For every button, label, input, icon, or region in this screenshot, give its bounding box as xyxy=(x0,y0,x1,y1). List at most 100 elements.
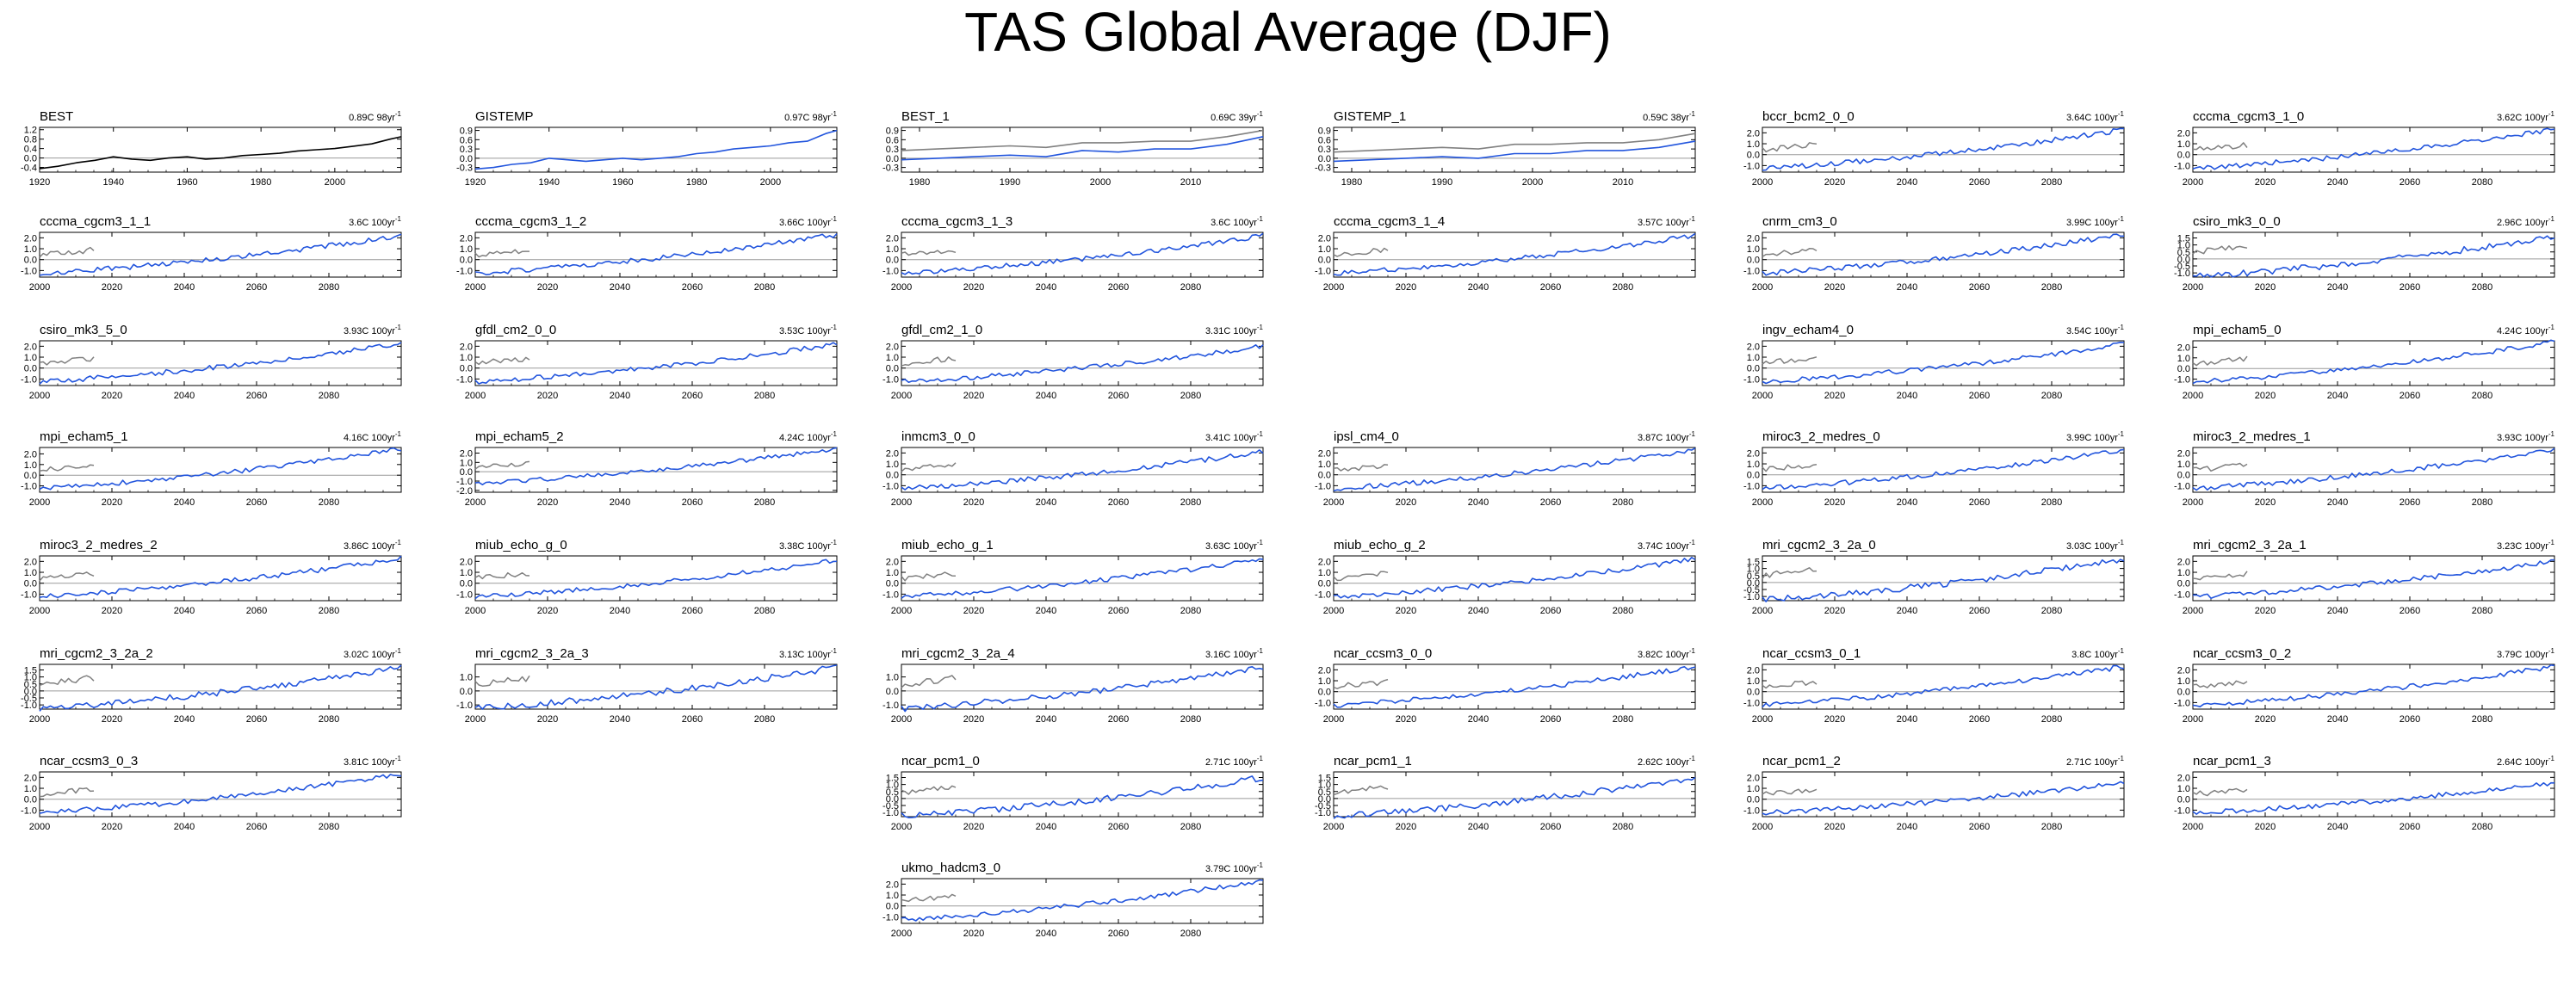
reference-series-line xyxy=(2192,787,2248,797)
panel-title: ipsl_cm4_0 xyxy=(1334,429,1399,444)
trend-value: 3.62C 100yr xyxy=(2497,113,2548,123)
x-tick-label: 2060 xyxy=(246,391,267,401)
x-tick-label: 2000 xyxy=(29,497,50,508)
x-tick-label: 1960 xyxy=(612,177,633,188)
y-tick-label: 1.0 xyxy=(24,784,37,794)
x-tick-label: 2000 xyxy=(29,282,50,293)
trend-label: 3.54C 100yr-1 xyxy=(2066,324,2125,336)
x-tick-label: 2020 xyxy=(2255,177,2276,188)
x-tick-label: 2080 xyxy=(2041,177,2062,188)
x-tick-label: 2020 xyxy=(1824,606,1845,616)
model-series-line xyxy=(1762,559,2125,602)
y-tick-label: 0.0 xyxy=(1747,256,1760,266)
chart-panel: ukmo_hadcm3_0 3.79C 100yr-1 2.0 1.0 0.0 -1.0 2… xyxy=(882,860,1294,960)
y-tick-label: 2.0 xyxy=(1747,128,1760,139)
x-tick-label: 2080 xyxy=(2472,282,2492,293)
y-tick-label: 0.0 xyxy=(24,364,37,374)
chart-panel: BEST 0.89C 98yr-1 1.2 0.8 0.4 0.0 -0.4 1920 1940… xyxy=(21,108,432,208)
chart-svg: cccma_cgcm3_1_3 3.6C 100yr-1 2.01.00.0-1.0… xyxy=(882,214,1264,293)
chart-panel: miub_echo_g_0 3.38C 100yr-1 2.0 1.0 0.0 -1.0 2… xyxy=(456,537,868,637)
trend-value: 2.96C 100yr xyxy=(2497,218,2548,228)
panel-title: mri_cgcm2_3_2a_4 xyxy=(901,646,1015,661)
trend-exponent: -1 xyxy=(2548,539,2555,546)
trend-exponent: -1 xyxy=(395,647,402,655)
x-tick-label: 2020 xyxy=(102,497,122,508)
panel-title: miub_echo_g_1 xyxy=(901,538,994,552)
x-tick-label: 2020 xyxy=(963,714,984,725)
x-tick-label: 2020 xyxy=(537,391,558,401)
reference-series-line xyxy=(39,464,95,472)
x-tick-label: 1980 xyxy=(686,177,707,188)
trend-exponent: -1 xyxy=(2118,215,2125,223)
plot-frame xyxy=(474,663,838,710)
trend-label: 4.24C 100yr-1 xyxy=(779,430,838,443)
chart-svg: BEST_1 0.69C 39yr-1 0.90.60.30.0-0.3 1980 19… xyxy=(882,109,1264,188)
y-tick-label: -1.0 xyxy=(1743,266,1760,276)
model-series-line xyxy=(1333,665,1696,708)
trend-exponent: -1 xyxy=(1257,539,1264,546)
x-tick-label: 2020 xyxy=(2255,497,2276,508)
x-tick-label: 2060 xyxy=(1969,177,1990,188)
trend-value: 3.6C 100yr xyxy=(1211,218,1257,228)
panel-title: GISTEMP_1 xyxy=(1334,109,1406,124)
x-tick-label: 2020 xyxy=(2255,391,2276,401)
chart-svg: ncar_pcm1_2 2.71C 100yr-1 2.01.00.0-1.0 200… xyxy=(1743,754,2125,832)
y-tick-label: -1.0 xyxy=(1315,808,1331,818)
chart-panel: inmcm3_0_0 3.41C 100yr-1 2.0 1.0 0.0 -1.0 2000… xyxy=(882,429,1294,528)
y-tick-label: 1.0 xyxy=(2177,460,2190,470)
model-series-line xyxy=(1333,447,1696,492)
panel-title: miroc3_2_medres_0 xyxy=(1762,429,1880,444)
y-tick-label: 1.0 xyxy=(2177,676,2190,687)
trend-value: 2.71C 100yr xyxy=(2066,757,2118,768)
y-tick-label: 0.0 xyxy=(1318,256,1331,266)
x-tick-label: 2000 xyxy=(1323,822,1344,832)
x-tick-label: 2060 xyxy=(682,606,703,616)
reference-series-line xyxy=(2192,142,2248,151)
trend-label: 3.93C 100yr-1 xyxy=(2497,430,2555,443)
y-tick-label: 1.0 xyxy=(1318,244,1331,255)
x-tick-label: 2020 xyxy=(2255,282,2276,293)
x-tick-label: 2000 xyxy=(1752,282,1773,293)
model-series-line xyxy=(901,232,1264,275)
trend-value: 3.74C 100yr xyxy=(1638,541,1689,552)
x-tick-label: 2000 xyxy=(1752,606,1773,616)
model-series-line xyxy=(1762,664,2125,708)
y-tick-label: 1.0 xyxy=(1747,784,1760,794)
trend-exponent: -1 xyxy=(395,215,402,223)
x-tick-label: 2040 xyxy=(1468,822,1489,832)
trend-label: 0.89C 98yr-1 xyxy=(349,110,401,123)
y-tick-label: 2.0 xyxy=(1747,233,1760,244)
x-tick-label: 2080 xyxy=(2041,606,2062,616)
x-tick-label: 2020 xyxy=(102,606,122,616)
trend-value: 3.16C 100yr xyxy=(1205,650,1257,660)
y-tick-label: 0.0 xyxy=(460,364,473,374)
x-tick-label: 2040 xyxy=(1036,391,1056,401)
model-series-line xyxy=(1333,232,1696,276)
panel-title: BEST xyxy=(40,109,73,124)
trend-exponent: -1 xyxy=(1257,861,1264,869)
trend-label: 0.59C 38yr-1 xyxy=(1643,110,1695,123)
model-series-line xyxy=(2192,127,2555,170)
y-tick-label: 2.0 xyxy=(460,449,473,460)
y-tick-label: -1.0 xyxy=(2174,375,2190,386)
x-tick-label: 2040 xyxy=(610,497,630,508)
reference-series-line xyxy=(39,787,95,798)
trend-exponent: -1 xyxy=(2118,539,2125,546)
trend-exponent: -1 xyxy=(831,324,838,331)
x-tick-label: 2060 xyxy=(1108,714,1129,725)
trend-label: 3.66C 100yr-1 xyxy=(779,215,838,228)
reference-series-line xyxy=(1762,464,1817,472)
plot-frame xyxy=(1762,127,2125,173)
y-tick-label: 1.5 xyxy=(24,666,37,676)
y-tick-label: -1.0 xyxy=(2174,805,2190,816)
trend-label: 2.71C 100yr-1 xyxy=(1205,755,1264,768)
y-tick-label: 1.0 xyxy=(460,568,473,578)
x-tick-label: 2040 xyxy=(174,606,195,616)
y-tick-label: 1.0 xyxy=(460,244,473,255)
y-tick-label: 2.0 xyxy=(886,879,899,890)
trend-exponent: -1 xyxy=(395,539,402,546)
x-tick-label: 1960 xyxy=(176,177,197,188)
chart-svg: BEST 0.89C 98yr-1 1.20.80.40.0-0.4 1920 1940… xyxy=(21,109,402,188)
reference-series-line xyxy=(1333,133,1696,153)
trend-value: 0.59C 38yr xyxy=(1643,113,1689,123)
